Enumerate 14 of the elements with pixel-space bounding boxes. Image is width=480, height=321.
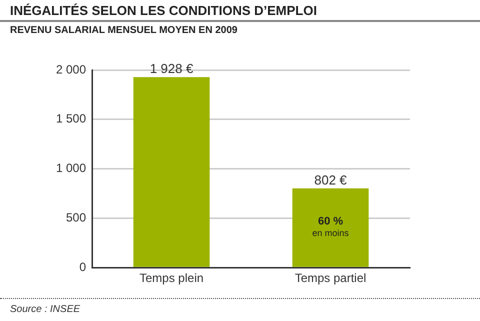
data-label: 802 € <box>314 172 348 188</box>
y-tick-label: 1 000 <box>56 161 86 176</box>
chart-title: INÉGALITÉS SELON LES CONDITIONS D’EMPLOI <box>10 3 317 18</box>
y-tick-label: 500 <box>66 210 86 225</box>
chart-subtitle: REVENU SALARIAL MENSUEL MOYEN EN 2009 <box>10 25 238 36</box>
x-tick-label: Temps plein <box>140 271 204 286</box>
annotation: en moins <box>312 228 350 238</box>
data-label: 1 928 € <box>150 61 194 76</box>
x-tick-label: Temps partiel <box>294 271 366 286</box>
y-tick-label: 0 <box>79 260 86 274</box>
y-tick-label: 2 000 <box>56 62 86 76</box>
annotation: 60 % <box>318 216 344 228</box>
source-note: Source : INSEE <box>10 304 80 315</box>
y-tick-label: 1 500 <box>56 112 86 126</box>
